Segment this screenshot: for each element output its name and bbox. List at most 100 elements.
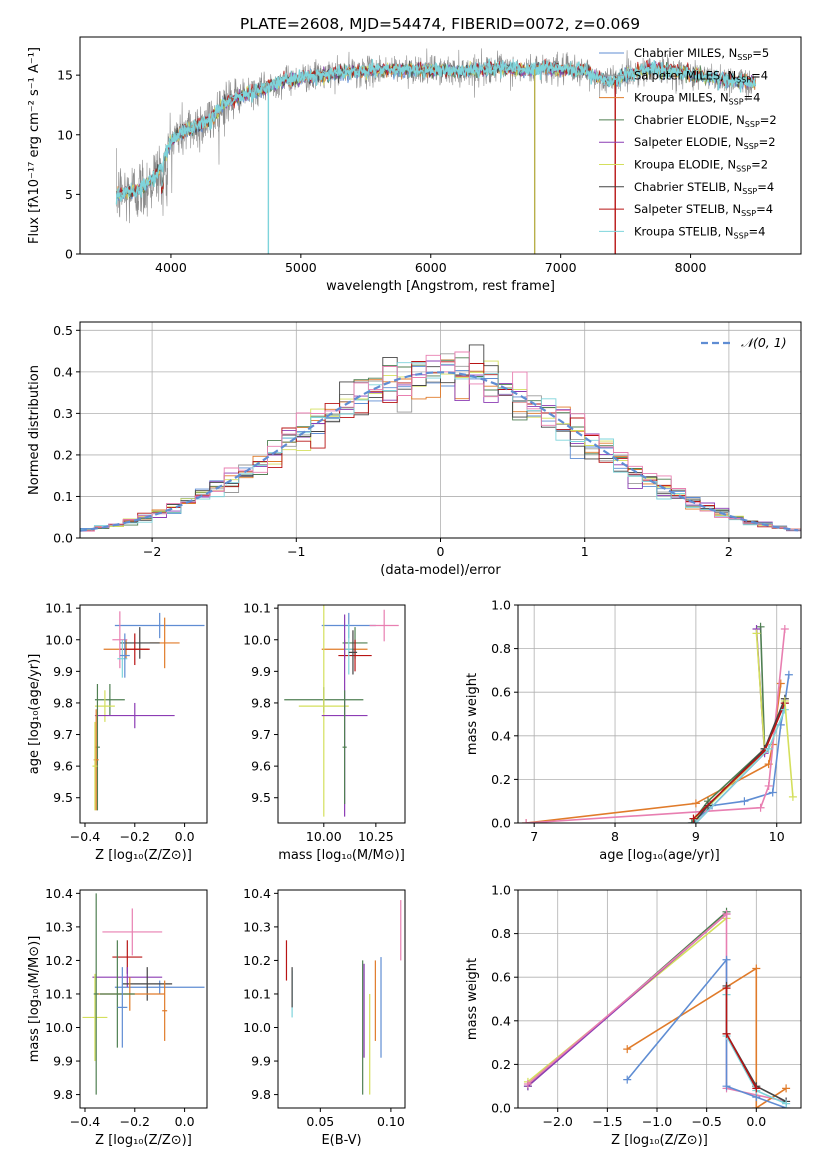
error-bar-point <box>114 980 205 994</box>
mass-weight-marker <box>756 622 765 631</box>
y-tick-label: 10.1 <box>243 986 271 1001</box>
x-axis-label: E(B-V) <box>321 1133 361 1148</box>
x-tick-label: 4000 <box>155 260 187 275</box>
plot-area-age-vs-Z <box>92 611 205 811</box>
mass-weight-series-line <box>784 700 794 797</box>
x-tick-label: −1.5 <box>592 1114 622 1129</box>
mass-weight-series-line <box>691 626 766 823</box>
legend-subscript: SSP <box>744 142 759 151</box>
y-tick-label: 10.0 <box>45 1020 73 1035</box>
plot-area-mass-vs-EBV <box>285 900 402 1095</box>
mass-weight-marker <box>689 814 698 823</box>
y-tick-label: 1.0 <box>491 598 511 613</box>
x-axis-label: Z [log₁₀(Z/Z⊙)] <box>611 1133 708 1148</box>
y-axis-label: Flux [fλ10⁻¹⁷ erg cm⁻² s⁻¹ A⁻¹] <box>27 47 42 244</box>
legend-entry-label: Salpeter MILES, NSSP=4 <box>634 68 768 84</box>
mass-weight-marker <box>687 819 696 823</box>
legend-suffix: =5 <box>752 46 769 60</box>
error-bar-point <box>82 973 108 1062</box>
y-tick-label: 0.6 <box>491 685 511 700</box>
x-tick-label: 8000 <box>675 260 707 275</box>
legend-label: Chabrier ELODIE, N <box>634 113 745 127</box>
y-tick-label: 9.5 <box>53 790 73 805</box>
mass-weight-marker <box>523 1080 532 1089</box>
mass-weight-marker <box>722 984 731 993</box>
y-tick-label: 9.8 <box>251 1087 271 1102</box>
x-tick-label: 6000 <box>415 260 447 275</box>
x-axis-label: mass [log₁₀(M/M⊙)] <box>278 848 405 863</box>
y-tick-label: 0.4 <box>491 728 511 743</box>
x-tick-label: −1.0 <box>642 1114 672 1129</box>
mass-weight-marker <box>722 1082 731 1091</box>
mass-weight-series-line <box>695 628 766 823</box>
y-axis-label: Normed distribution <box>27 365 42 495</box>
legend-entry-label: Kroupa MILES, NSSP=4 <box>634 91 760 107</box>
x-tick-label: −0.5 <box>691 1114 721 1129</box>
mass-weight-marker <box>752 629 761 638</box>
plot-area-mass-weight-vs-Z <box>523 907 791 1108</box>
error-bar-point <box>342 690 347 805</box>
error-bar-point <box>162 980 168 1041</box>
plot-area-mass-weight-vs-age <box>522 622 797 823</box>
axes-frame <box>517 604 802 824</box>
legend-entry-label: 𝒩(0, 1) <box>741 335 787 350</box>
legend-label: Kroupa MILES, N <box>634 91 729 105</box>
legend-entry-label: Chabrier STELIB, NSSP=4 <box>634 180 774 196</box>
x-tick-label: 9 <box>692 829 700 844</box>
mass-weight-marker <box>756 803 765 812</box>
axes-frame <box>517 889 802 1109</box>
y-tick-label: 0.5 <box>53 323 73 338</box>
legend-suffix: =2 <box>760 113 777 127</box>
error-bar-point <box>99 940 135 1048</box>
x-tick-label: −0.2 <box>120 829 150 844</box>
x-tick-label: 0.0 <box>175 1114 195 1129</box>
x-tick-label: 1 <box>581 544 589 559</box>
legend-entry-label: Kroupa ELODIE, NSSP=2 <box>634 158 768 174</box>
y-tick-label: 9.9 <box>251 664 271 679</box>
y-tick-label: 9.9 <box>53 664 73 679</box>
y-tick-label: 9.8 <box>251 695 271 710</box>
x-tick-label: 0.0 <box>175 829 195 844</box>
legend-subscript: SSP <box>736 75 751 84</box>
legend-entry-label: Chabrier MILES, NSSP=5 <box>634 46 769 62</box>
error-bar-point <box>119 627 160 659</box>
error-bar-point <box>348 630 358 675</box>
mass-weight-marker <box>740 797 749 806</box>
y-tick-label: 10.0 <box>243 632 271 647</box>
error-bar-point <box>92 721 98 811</box>
y-tick-label: 10.0 <box>243 1020 271 1035</box>
error-bar-point <box>117 639 128 678</box>
axes-frame <box>79 604 208 824</box>
error-bar-point <box>93 893 99 1095</box>
panel-mass-weight-vs-age: 7 8 9 10 0.0 0.2 0.4 0.6 0.8 1.0 age [log₁₀(age/yr… <box>465 598 802 863</box>
y-tick-label: 0.2 <box>491 1057 511 1072</box>
mass-weight-marker <box>752 1104 761 1108</box>
legend-suffix: =4 <box>744 91 761 105</box>
y-tick-label: 0.2 <box>53 447 73 462</box>
legend-subscript: SSP <box>737 53 752 62</box>
y-tick-label: 9.5 <box>251 790 271 805</box>
mass-weight-marker <box>768 788 777 797</box>
residual-histogram-series <box>80 351 801 538</box>
x-tick-label: 5000 <box>285 260 317 275</box>
x-axis-label: wavelength [Angstrom, rest frame] <box>326 279 555 294</box>
error-bar-point <box>94 683 125 716</box>
legend-subscript: SSP <box>742 187 757 196</box>
y-tick-label: 0.2 <box>491 772 511 787</box>
axes-frame <box>79 889 208 1109</box>
mass-weight-marker <box>623 1045 632 1054</box>
x-axis-label: Z [log₁₀(Z/Z⊙)] <box>95 848 192 863</box>
legend-label: Kroupa STELIB, N <box>634 224 734 238</box>
model-spectrum-line <box>115 62 756 199</box>
y-tick-label: 0.0 <box>491 1101 511 1116</box>
mass-weight-marker <box>780 624 789 633</box>
y-axis-label: mass weight <box>465 958 480 1040</box>
mass-weight-marker <box>764 744 773 753</box>
legend-label: Chabrier MILES, N <box>634 46 737 60</box>
plot-area-mass-vs-Z <box>82 893 205 1095</box>
legend-label: Kroupa ELODIE, N <box>634 158 736 172</box>
error-bar-point <box>114 612 205 639</box>
y-axis-label: age [log₁₀(age/yr)] <box>27 654 42 775</box>
y-tick-label: 10.0 <box>45 632 73 647</box>
